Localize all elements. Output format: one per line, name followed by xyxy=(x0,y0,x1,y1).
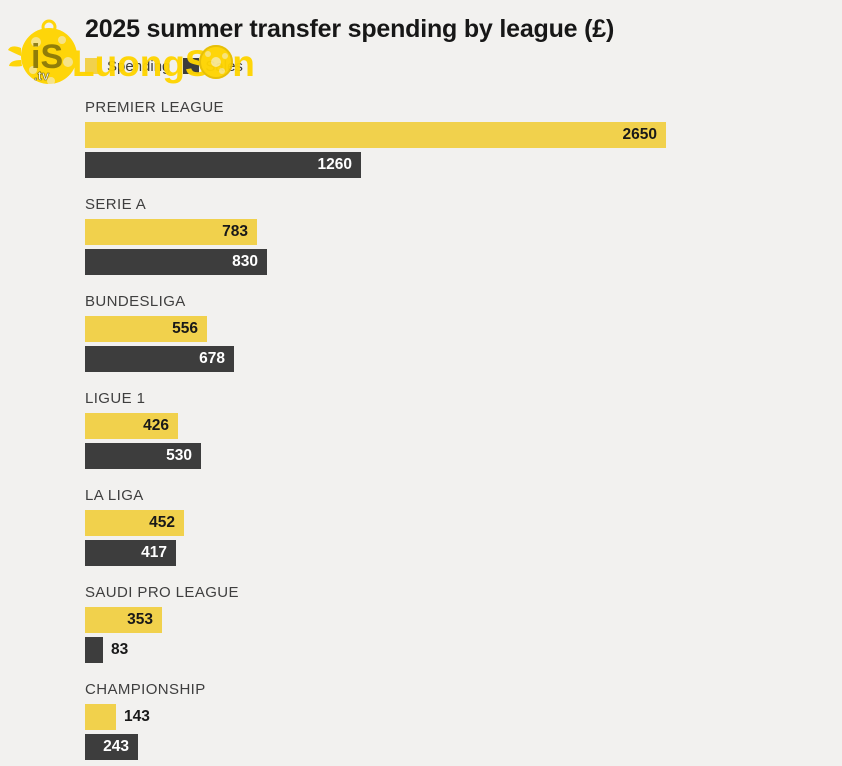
bar-row: 243 xyxy=(85,734,842,760)
value-label: 530 xyxy=(166,447,192,464)
league-label: SERIE A xyxy=(85,196,147,213)
bar-group: SERIE A 783 830 xyxy=(85,196,842,275)
sales-bar: 1260 xyxy=(85,152,361,178)
bar-row: 678 xyxy=(85,346,842,372)
sales-bar: 530 xyxy=(85,443,201,469)
spending-bar: 426 xyxy=(85,413,178,439)
league-label: PREMIER LEAGUE xyxy=(85,99,224,116)
bar-group: PREMIER LEAGUE 2650 1260 xyxy=(85,99,842,178)
chart-legend: Spending Sales xyxy=(85,56,842,76)
value-label: 452 xyxy=(149,514,175,531)
sales-bar: 678 xyxy=(85,346,234,372)
bar-group: CHAMPIONSHIP 143 243 xyxy=(85,681,842,760)
bar-row: 783 xyxy=(85,219,842,245)
value-label: 417 xyxy=(141,544,167,561)
value-label: 556 xyxy=(172,320,198,337)
league-label: SAUDI PRO LEAGUE xyxy=(85,584,239,601)
spending-bar: 2650 xyxy=(85,122,666,148)
legend-item-sales: Sales xyxy=(183,58,243,75)
bar-row: 452 xyxy=(85,510,842,536)
bar-group: SAUDI PRO LEAGUE 353 83 xyxy=(85,584,842,663)
league-label: CHAMPIONSHIP xyxy=(85,681,206,698)
sales-swatch-icon xyxy=(183,58,200,74)
bar-row: 530 xyxy=(85,443,842,469)
value-label: 83 xyxy=(111,641,129,658)
bar-group: BUNDESLIGA 556 678 xyxy=(85,293,842,372)
legend-label-spending: Spending xyxy=(107,57,171,75)
league-label: LA LIGA xyxy=(85,487,144,504)
value-label: 143 xyxy=(124,708,150,725)
bar-row: 1260 xyxy=(85,152,842,178)
spending-bar xyxy=(85,704,116,730)
value-label: 678 xyxy=(199,350,225,367)
bar-group: LIGUE 1 426 530 xyxy=(85,390,842,469)
bar-row: 143 xyxy=(85,704,842,730)
value-label: 426 xyxy=(143,417,169,434)
value-label: 353 xyxy=(127,611,153,628)
spending-bar: 452 xyxy=(85,510,184,536)
spending-bar: 556 xyxy=(85,316,207,342)
bar-chart: PREMIER LEAGUE 2650 1260 SERIE A 783 830 BUNDE… xyxy=(85,99,842,760)
bar-row: 556 xyxy=(85,316,842,342)
value-label: 1260 xyxy=(317,156,352,173)
sales-bar xyxy=(85,637,103,663)
spending-bar: 783 xyxy=(85,219,257,245)
spending-swatch-icon xyxy=(85,58,101,74)
bar-row: 2650 xyxy=(85,122,842,148)
value-label: 2650 xyxy=(622,126,657,143)
sales-bar: 417 xyxy=(85,540,176,566)
legend-item-spending: Spending xyxy=(85,58,170,75)
page-title: 2025 summer transfer spending by league … xyxy=(85,15,615,43)
bar-row: 353 xyxy=(85,607,842,633)
bar-row: 83 xyxy=(85,637,842,663)
league-label: BUNDESLIGA xyxy=(85,293,186,310)
value-label: 243 xyxy=(103,738,129,755)
bar-row: 830 xyxy=(85,249,842,275)
bar-group: LA LIGA 452 417 xyxy=(85,487,842,566)
sales-bar: 830 xyxy=(85,249,267,275)
league-label: LIGUE 1 xyxy=(85,390,146,407)
bar-row: 417 xyxy=(85,540,842,566)
value-label: 783 xyxy=(222,223,248,240)
value-label: 830 xyxy=(232,253,258,270)
sales-bar: 243 xyxy=(85,734,138,760)
spending-bar: 353 xyxy=(85,607,162,633)
legend-label-sales: Sales xyxy=(205,57,243,75)
bar-row: 426 xyxy=(85,413,842,439)
